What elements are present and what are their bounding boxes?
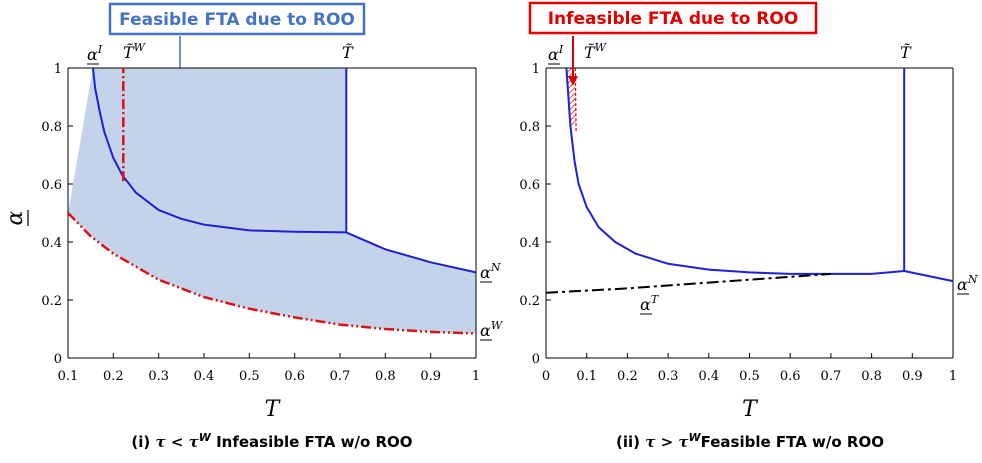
x-tick-label: 0.5 <box>739 369 760 384</box>
x-tick-label: 0.8 <box>861 369 882 384</box>
panel-caption: (i) τ < τW Infeasible FTA w/o ROO <box>131 431 412 451</box>
x-tick-label: 0.9 <box>420 369 441 384</box>
curve-label: T̃ <box>900 43 912 62</box>
x-tick-label: 0.6 <box>284 369 305 384</box>
x-tick-label: 0.7 <box>330 369 351 384</box>
callout-right: Infeasible FTA due to ROO <box>528 1 818 35</box>
y-tick-label: 1 <box>54 62 62 77</box>
x-tick-label: 1 <box>472 369 480 384</box>
curve-label: αT <box>640 293 660 314</box>
y-tick-label: 0.6 <box>41 178 62 193</box>
x-tick-label: 0.1 <box>58 369 79 384</box>
series-alpha-N <box>903 270 954 283</box>
y-tick-label: 0 <box>54 352 62 367</box>
chart-panel-left: 0.1 0.2 0.3 0.4 0.5 0.6 0.7 0.8 0.9 1 0 0.2 0.4 0.6 0.… <box>3 41 504 451</box>
x-tick-label: 0.2 <box>103 369 124 384</box>
y-tick-label: 0.2 <box>519 294 540 309</box>
curve-label: T̃ <box>342 43 354 62</box>
y-axis-title: α <box>3 210 28 225</box>
callout-right-box <box>528 1 818 35</box>
callout-left-box <box>108 2 366 36</box>
curve-label: αW <box>480 319 504 340</box>
curve-label: T̃W <box>584 41 608 62</box>
x-tick-label: 0 <box>542 369 550 384</box>
callout-right-arrowhead <box>568 76 578 86</box>
x-tick-label: 0.4 <box>194 369 215 384</box>
x-tick-label: 0.4 <box>698 369 719 384</box>
x-axis-title: T <box>265 397 282 422</box>
callout-right-text: Infeasible FTA due to ROO <box>548 9 799 29</box>
series-alpha-I <box>565 67 905 275</box>
x-tick-label: 0.5 <box>239 369 260 384</box>
x-tick-label: 1 <box>949 369 957 384</box>
callout-left: Feasible FTA due to ROO <box>108 2 366 104</box>
y-tick-label: 0 <box>532 352 540 367</box>
curve-label: T̃W <box>123 41 147 62</box>
y-tick-label: 0.6 <box>519 178 540 193</box>
x-tick-label: 0.7 <box>821 369 842 384</box>
x-axis-title: T <box>742 397 759 422</box>
x-tick-label: 0.1 <box>576 369 597 384</box>
y-tick-label: 0.2 <box>41 294 62 309</box>
y-tick-label: 0.8 <box>519 120 540 135</box>
x-tick-label: 0.3 <box>148 369 169 384</box>
y-tick-label: 0.8 <box>41 120 62 135</box>
x-tick-label: 0.3 <box>658 369 679 384</box>
series-alpha-T <box>545 272 831 294</box>
panel-caption: (ii) τ > τWFeasible FTA w/o ROO <box>616 431 884 451</box>
chart-panel-right: 0 0.1 0.2 0.3 0.4 0.5 0.6 0.7 0.8 0.9 1 0 0.2 0.4 0.6 0… <box>519 36 978 451</box>
series-alpha-W <box>67 212 477 335</box>
y-tick-label: 0.4 <box>41 236 62 251</box>
curve-label: αI <box>87 43 103 64</box>
y-tick-label: 1 <box>532 62 540 77</box>
x-tick-label: 0.2 <box>617 369 638 384</box>
curve-label: αN <box>957 273 978 294</box>
x-tick-label: 0.9 <box>902 369 923 384</box>
curve-label: αI <box>548 43 564 64</box>
y-tick-label: 0.4 <box>519 236 540 251</box>
x-tick-label: 0.6 <box>780 369 801 384</box>
callout-left-text: Feasible FTA due to ROO <box>119 10 355 30</box>
x-tick-label: 0.8 <box>375 369 396 384</box>
curve-label: αN <box>480 261 501 282</box>
series-alpha-N <box>345 231 477 274</box>
feasible-region-fill <box>68 68 476 334</box>
series-alpha-I <box>91 67 347 234</box>
